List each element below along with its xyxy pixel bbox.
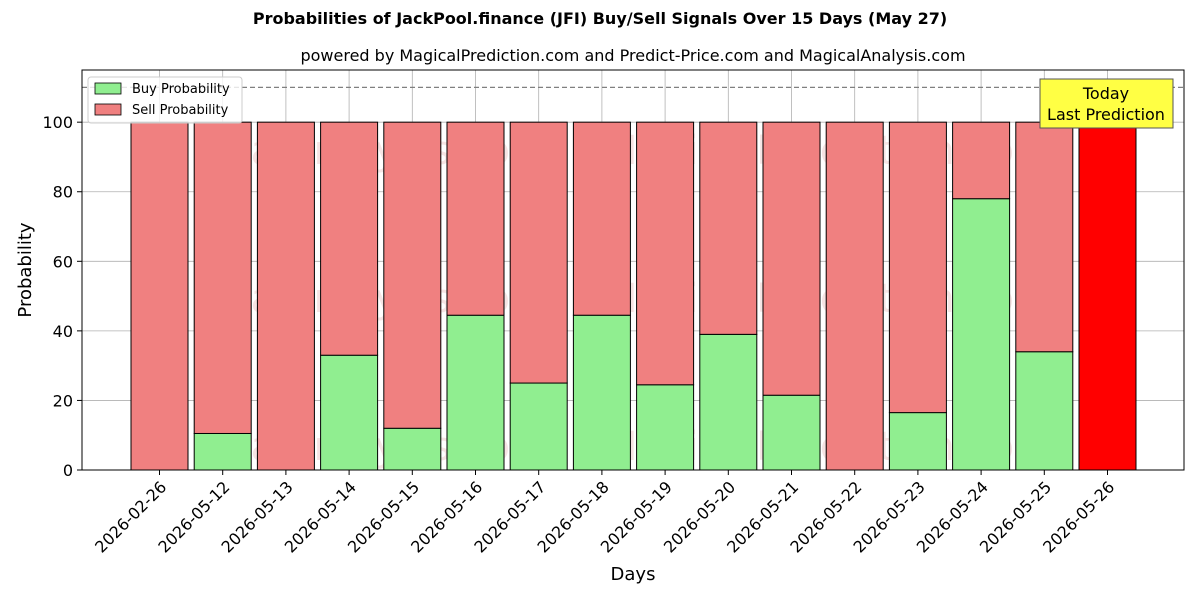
bar-sell [572, 121, 631, 316]
bar-sell [383, 121, 442, 429]
bar-buy [193, 432, 252, 471]
bar-buy [1015, 351, 1074, 471]
y-tick-label: 20 [53, 391, 73, 410]
today-label-box [1039, 78, 1174, 129]
legend-label-sell: Sell Probability [132, 103, 229, 118]
bar-sell [699, 121, 758, 335]
bar-buy [636, 384, 695, 471]
bar-sell [130, 121, 189, 471]
bar-buy [509, 382, 568, 471]
bar-sell [320, 121, 379, 356]
bar-buy [952, 198, 1011, 471]
today-label-line-1: Today [1082, 84, 1129, 103]
bar-sell [446, 121, 505, 316]
bar-layer [130, 121, 1137, 471]
bar-sell [888, 121, 947, 414]
bar-sell [256, 121, 315, 471]
y-tick-label: 60 [53, 252, 73, 271]
bar-buy [446, 314, 505, 471]
y-tick-label: 100 [42, 113, 73, 132]
bar-sell [636, 121, 695, 386]
legend-box [87, 76, 243, 124]
y-tick-label: 80 [53, 183, 73, 202]
bar-buy [320, 354, 379, 471]
bar-buy [699, 333, 758, 471]
bar-buy [762, 394, 821, 471]
bar-sell [952, 121, 1011, 200]
bar-buy [888, 412, 947, 471]
legend-swatch-sell [94, 103, 122, 116]
bar-sell [509, 121, 568, 384]
legend: Buy Probability Sell Probability [87, 76, 243, 124]
bar-buy [383, 427, 442, 471]
chart-subtitle: powered by MagicalPrediction.com and Pre… [300, 46, 966, 65]
y-tick-label: 40 [53, 322, 73, 341]
bar-sell [825, 121, 884, 471]
legend-label-buy: Buy Probability [132, 82, 230, 97]
today-annotation: Today Last Prediction [1039, 78, 1174, 129]
bar-sell [762, 121, 821, 396]
bar-sell [193, 121, 252, 434]
legend-swatch-buy [94, 82, 122, 95]
y-axis-label: Probability [15, 222, 36, 317]
bar-sell-highlight [1078, 121, 1137, 471]
bar-sell [1015, 121, 1074, 353]
chart-title: Probabilities of JackPool.finance (JFI) … [252, 9, 948, 28]
plot-frame [81, 69, 1185, 471]
today-label-line-2: Last Prediction [1047, 105, 1165, 124]
y-tick-label: 0 [63, 461, 73, 480]
x-axis-label: Days [611, 564, 656, 585]
bar-buy [572, 314, 631, 471]
